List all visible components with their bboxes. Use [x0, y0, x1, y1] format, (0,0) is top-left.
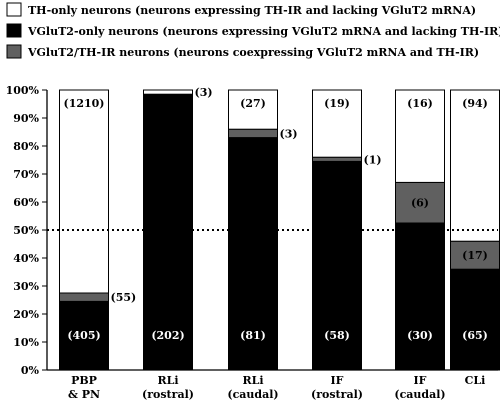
legend: TH-only neurons (neurons expressing TH-I…: [6, 2, 500, 59]
count-label-th-only: (3): [195, 86, 213, 99]
x-axis-categories: PBP& PNRLi(rostral)RLi(caudal)IF(rostral…: [68, 374, 485, 401]
count-label-vglut2-only: (81): [240, 329, 266, 342]
bar-segment-th-only: [450, 89, 500, 242]
count-label-vglut2-th: (55): [111, 291, 137, 304]
bar-segment-th-only: [59, 89, 109, 294]
count-label-vglut2-only: (58): [324, 329, 350, 342]
count-label-vglut2-only: (202): [151, 329, 184, 342]
x-category-label: RLi: [157, 374, 178, 387]
bar-segment-th-only: [228, 89, 278, 130]
count-label-vglut2-only: (30): [407, 329, 433, 342]
count-label-th-only: (94): [462, 97, 488, 110]
bar-segment-vglut2-th: [228, 128, 278, 139]
count-label-vglut2-th: (1): [364, 153, 382, 166]
x-category-label: & PN: [68, 388, 100, 401]
legend-swatch-th-only: [6, 2, 22, 17]
y-tick-label: 90%: [13, 112, 39, 125]
x-category-label: RLi: [242, 374, 263, 387]
bar-segment-vglut2-th: [395, 181, 445, 224]
bar-segment-th-only: [395, 89, 445, 183]
x-category-label: (caudal): [227, 388, 278, 401]
count-label-vglut2-th: (3): [280, 127, 298, 140]
y-tick-label: 10%: [13, 336, 39, 349]
y-axis-ticks: 0% 10% 20% 30% 40% 50% 60% 70% 80% 90% 100%: [6, 84, 47, 377]
y-tick-label: 20%: [13, 308, 39, 321]
x-category-label: (rostral): [311, 388, 363, 401]
y-tick-label: 60%: [13, 196, 39, 209]
x-category-label: IF: [414, 374, 427, 387]
plot-area: 0%10%20%30%40%50%60%70%80%90%100% (405)(…: [6, 84, 500, 401]
y-tick-label: 70%: [13, 168, 39, 181]
y-tick-label: 30%: [13, 280, 39, 293]
x-category-label: PBP: [71, 374, 97, 387]
bar-segment-vglut2-only: [450, 268, 500, 371]
count-label-vglut2-th: (6): [411, 197, 429, 210]
bars: [59, 89, 500, 371]
x-category-label: (rostral): [142, 388, 194, 401]
x-category-label: (caudal): [394, 388, 445, 401]
y-tick-label: 0%: [21, 364, 40, 377]
count-label-vglut2-only: (405): [67, 329, 100, 342]
bar-segment-vglut2-only: [59, 300, 109, 371]
bar-segment-th-only: [143, 89, 193, 95]
x-category-label: CLi: [465, 374, 486, 387]
y-tick-label: 40%: [13, 252, 39, 265]
count-label-th-only: (16): [407, 97, 433, 110]
count-label-th-only: (19): [324, 97, 350, 110]
count-label-th-only: (27): [240, 97, 266, 110]
legend-swatch-vglut2-only: [6, 23, 22, 38]
count-label-vglut2-only: (65): [462, 329, 488, 342]
bar-segment-vglut2-only: [312, 160, 362, 371]
y-tick-label: 50%: [13, 224, 39, 237]
y-tick-label: 100%: [6, 84, 40, 97]
count-label-vglut2-th: (17): [462, 249, 488, 262]
legend-label-vglut2-only: VGluT2-only neurons (neurons expressing …: [27, 25, 500, 38]
bar-segment-vglut2-th: [59, 292, 109, 302]
bar-segment-vglut2-th: [312, 156, 362, 162]
bar-count-labels: (405) (55) (1210) (202) (3) (81) (3) (27) (58) (1…: [63, 86, 487, 342]
bar-segment-vglut2-only: [228, 137, 278, 371]
bar-segment-vglut2-only: [395, 222, 445, 371]
bar-segment-vglut2-only: [143, 93, 193, 371]
y-tick-label: 80%: [13, 140, 39, 153]
legend-swatch-vglut2-th: [6, 44, 22, 59]
count-label-th-only: (1210): [63, 97, 104, 110]
x-category-label: IF: [331, 374, 344, 387]
legend-label-vglut2-th: VGluT2/TH-IR neurons (neurons coexpressi…: [27, 46, 479, 59]
legend-label-th-only: TH-only neurons (neurons expressing TH-I…: [28, 4, 476, 17]
bar-segment-th-only: [312, 89, 362, 158]
